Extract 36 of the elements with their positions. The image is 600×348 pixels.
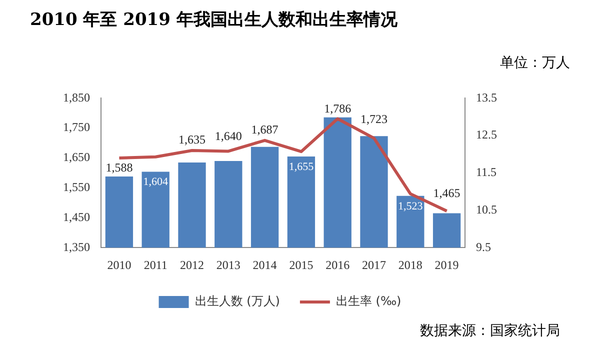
y2-tick-label: 12.5 [476,128,497,142]
y2-tick-label: 10.5 [476,202,497,216]
data-label: 1,588 [106,160,133,175]
text: 单位：万人 [500,54,570,72]
data-label: 1,655 [288,160,314,173]
y-tick-label: 1,750 [63,120,90,134]
x-tick-label: 2010 [107,258,132,272]
x-tick-label: 2014 [252,258,277,272]
x-tick-label: 2019 [434,258,459,272]
data-label: 1,604 [143,176,168,188]
y2-tick-label: 13.5 [476,90,497,104]
legend-label: 出生率 (‰) [336,294,402,308]
x-tick-label: 2015 [289,258,314,272]
data-label: 1,786 [324,101,352,116]
x-tick-label: 2018 [398,258,422,272]
y-tick-label: 1,350 [63,240,90,254]
source-note: 数据来源：国家统计局 [420,322,560,340]
data-label: 1,635 [178,132,206,147]
y-tick-label: 1,550 [63,180,90,194]
x-tick-label: 2013 [216,258,240,272]
chart-title: 2010 年至 2019 年我国出生人数和出生率情况 [30,9,398,31]
x-tick-label: 2011 [144,258,168,272]
data-label: 1,523 [398,200,424,212]
y2-tick-label: 11.5 [476,165,497,180]
data-label: 1,640 [214,128,242,143]
y-tick-label: 1,650 [63,150,90,164]
data-label: 1,687 [251,122,278,137]
y-tick-label: 1,450 [63,210,90,224]
legend-label: 出生人数 (万人) [194,294,280,308]
x-tick-label: 2016 [326,258,350,272]
x-tick-label: 2012 [180,258,204,272]
y2-tick-label: 9.5 [476,240,491,254]
x-tick-label: 2017 [362,258,386,272]
y-tick-label: 1,850 [63,90,90,104]
data-label: 1,723 [360,112,388,126]
data-label: 1,465 [433,186,460,200]
